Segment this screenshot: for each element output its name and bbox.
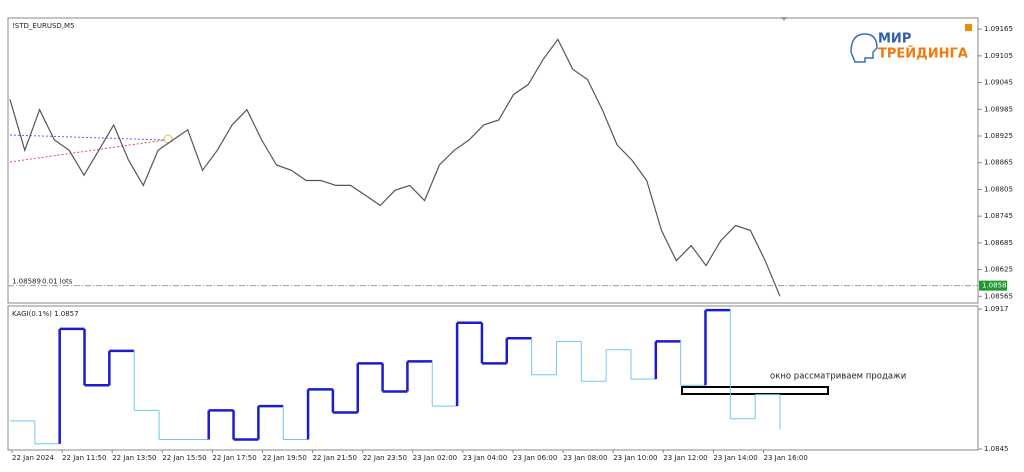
price-position: 1.08589 [12,278,41,286]
symbol-label: !STD_EURUSD,M5 [12,22,75,30]
time-label: 23 Jan 04:00 [463,454,507,462]
time-label: 22 Jan 2024 [12,454,55,462]
current-price-box [979,280,1007,291]
price-line [9,38,781,297]
annotation: окно рассматриваем продажи [770,372,906,382]
logo-text: МИР [878,32,911,47]
kagi-label: 1.0917 [984,305,1009,313]
annotation-box [681,386,829,395]
kagi-panel [7,305,979,451]
position-label: 0.01 lots [42,278,73,286]
price-label: 1.08745 [984,212,1013,220]
price-label: 1.09045 [984,79,1013,87]
time-label: 22 Jan 17:50 [212,454,256,462]
time-label: 22 Jan 19:50 [263,454,307,462]
expert-icon [965,24,972,31]
price-label: 1.08925 [984,132,1013,140]
price-label: 1.08685 [984,239,1013,247]
price-label: 1.09105 [984,52,1013,60]
trend-line [9,134,166,141]
time-label: 22 Jan 23:50 [363,454,407,462]
price-label: 1.08565 [984,292,1013,300]
time-label: 23 Jan 16:00 [764,454,808,462]
current-price: 1.08589 [982,282,1011,290]
time-label: 22 Jan 15:50 [162,454,206,462]
time-label: 22 Jan 13:50 [112,454,156,462]
scroll-marker [781,17,787,21]
time-label: 23 Jan 10:00 [613,454,657,462]
price-panel [7,17,979,304]
logo-icon [850,33,878,63]
price-label: 1.09165 [984,25,1013,33]
time-label: 23 Jan 08:00 [563,454,607,462]
kagi-title: KAGI(0.1%) 1.0857 [12,310,79,318]
price-label: 1.08865 [984,159,1013,167]
logo: МИР ТРЕЙДИНГА [850,32,968,63]
time-label: 23 Jan 02:00 [413,454,457,462]
time-label: 22 Jan 11:50 [62,454,106,462]
time-label: 23 Jan 06:00 [513,454,557,462]
kagi-label: 1.0845 [984,445,1009,453]
time-label: 22 Jan 21:50 [313,454,357,462]
price-label: 1.08805 [984,185,1013,193]
price-label: 1.08625 [984,266,1013,274]
logo-text: ТРЕЙДИНГА [878,46,968,62]
price-label: 1.08985 [984,105,1013,113]
time-label: 23 Jan 14:00 [713,454,757,462]
time-label: 23 Jan 12:00 [663,454,707,462]
